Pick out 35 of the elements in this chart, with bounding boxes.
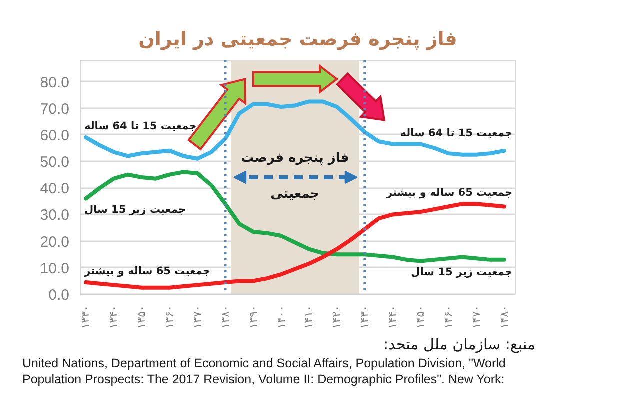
x-tick-label: ۱۴۷۰ (470, 305, 483, 330)
y-tick-label: 10.0 (40, 260, 70, 278)
x-tick-label: ۱۳۴۰ (107, 305, 120, 330)
x-tick-label: ۱۴۴۰ (386, 305, 400, 330)
text: فاز پنجره فرصت جمعیتی (241, 151, 350, 202)
series-label: جمعیت 65 ساله و بیشتر (84, 266, 211, 278)
x-tick-label: ۱۴۲۰ (330, 305, 344, 330)
text: جمعیت 65 ساله و بیشتر (386, 187, 513, 200)
x-tick-label: ۱۳۶۰ (163, 305, 176, 330)
x-tick-label: ۱۴۵۰ (414, 305, 428, 330)
y-tick-label: 20.0 (40, 234, 70, 251)
y-tick-label: 60.0 (40, 127, 70, 144)
text: United Nations, Department of Economic and Social Affairs, Population Division, "World Population Prospects: The 2017 Revision, Volume II: Demographic Profiles". New York: (22, 356, 506, 386)
x-tick-label: ۱۳۳۰ (80, 305, 93, 330)
y-tick-label: 30.0 (40, 207, 70, 224)
series-label: جمعیت زیر 15 سال (84, 204, 186, 216)
y-tick-label: 0.0 (48, 287, 70, 304)
y-tick-label: 80.0 (40, 74, 70, 92)
x-tick-label: ۱۴۰۰ (274, 305, 288, 330)
text: جمعیت زیر 15 سال (411, 266, 513, 278)
y-tick-label: 70.0 (40, 100, 70, 118)
x-tick-label: ۱۳۸۰ (219, 305, 232, 330)
x-tick-label: ۱۴۳۰ (358, 305, 372, 330)
text: جمعیت 15 تا 64 ساله (84, 120, 197, 133)
y-tick-label: 50.0 (40, 154, 70, 172)
x-tick-label: ۱۳۵۰ (135, 305, 148, 330)
x-tick-label: ۱۴۸۰ (498, 305, 511, 330)
series-label: جمعیت 15 تا 64 ساله (400, 127, 513, 140)
chart-title: فاز پنجره فرصت جمعیتی در ایران (138, 28, 458, 50)
x-tick-label: ۱۳۹۰ (246, 305, 260, 330)
text: منبع: سازمان ملل متحد: (384, 336, 536, 354)
x-tick-label: ۱۴۶۰ (442, 305, 456, 330)
x-tick-label: ۱۳۷۰ (191, 305, 204, 330)
x-tick-label: ۱۴۱۰ (302, 305, 316, 330)
y-tick-label: 40.0 (40, 180, 70, 198)
